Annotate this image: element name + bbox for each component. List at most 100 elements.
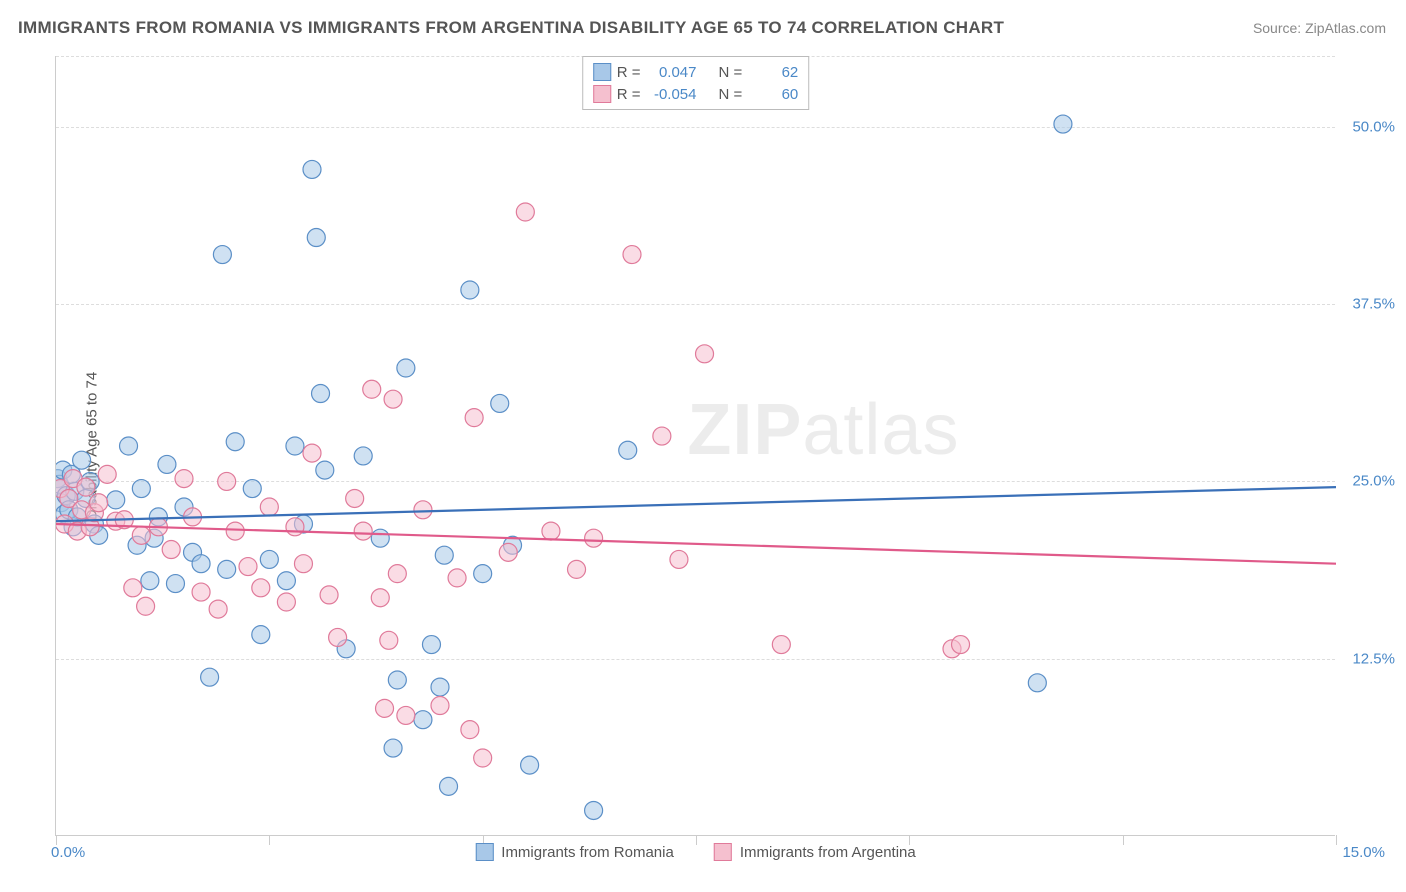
y-tick-label: 37.5%	[1352, 296, 1395, 313]
scatter-point-romania	[435, 546, 453, 564]
scatter-point-romania	[286, 437, 304, 455]
scatter-point-argentina	[653, 427, 671, 445]
scatter-point-romania	[158, 455, 176, 473]
scatter-point-argentina	[192, 583, 210, 601]
legend-label-romania: Immigrants from Romania	[501, 844, 674, 861]
r-label: R =	[617, 64, 641, 81]
swatch-icon	[593, 63, 611, 81]
scatter-point-argentina	[226, 522, 244, 540]
r-value-romania: 0.047	[647, 64, 697, 81]
scatter-point-romania	[260, 550, 278, 568]
scatter-point-argentina	[952, 636, 970, 654]
scatter-point-romania	[201, 668, 219, 686]
scatter-point-romania	[397, 359, 415, 377]
scatter-point-argentina	[98, 465, 116, 483]
n-value-romania: 62	[748, 64, 798, 81]
scatter-point-argentina	[376, 699, 394, 717]
x-axis-min-label: 0.0%	[51, 844, 85, 861]
scatter-point-romania	[431, 678, 449, 696]
scatter-point-argentina	[397, 706, 415, 724]
scatter-point-argentina	[346, 489, 364, 507]
scatter-point-romania	[243, 480, 261, 498]
scatter-point-romania	[1028, 674, 1046, 692]
scatter-point-romania	[192, 555, 210, 573]
legend-label-argentina: Immigrants from Argentina	[740, 844, 916, 861]
swatch-icon	[714, 843, 732, 861]
scatter-point-argentina	[474, 749, 492, 767]
scatter-point-argentina	[137, 597, 155, 615]
scatter-point-argentina	[431, 697, 449, 715]
scatter-point-romania	[474, 565, 492, 583]
scatter-point-argentina	[252, 579, 270, 597]
scatter-point-argentina	[277, 593, 295, 611]
scatter-point-romania	[354, 447, 372, 465]
n-value-argentina: 60	[748, 86, 798, 103]
scatter-point-argentina	[499, 543, 517, 561]
scatter-point-romania	[414, 711, 432, 729]
scatter-point-argentina	[568, 560, 586, 578]
scatter-point-argentina	[371, 589, 389, 607]
scatter-point-argentina	[329, 628, 347, 646]
scatter-point-argentina	[294, 555, 312, 573]
scatter-point-argentina	[175, 470, 193, 488]
scatter-point-romania	[107, 491, 125, 509]
legend-series: Immigrants from Romania Immigrants from …	[475, 843, 915, 861]
scatter-point-argentina	[516, 203, 534, 221]
scatter-point-argentina	[260, 498, 278, 516]
scatter-point-argentina	[542, 522, 560, 540]
scatter-point-romania	[384, 739, 402, 757]
swatch-icon	[593, 85, 611, 103]
scatter-point-romania	[307, 229, 325, 247]
scatter-point-romania	[218, 560, 236, 578]
scatter-point-romania	[1054, 115, 1072, 133]
scatter-point-romania	[312, 385, 330, 403]
x-tick	[269, 835, 270, 845]
y-tick-label: 25.0%	[1352, 473, 1395, 490]
scatter-point-romania	[132, 480, 150, 498]
scatter-point-romania	[166, 575, 184, 593]
scatter-point-argentina	[124, 579, 142, 597]
scatter-svg	[56, 56, 1336, 836]
scatter-point-argentina	[384, 390, 402, 408]
scatter-point-romania	[73, 451, 91, 469]
y-tick-label: 50.0%	[1352, 118, 1395, 135]
scatter-point-argentina	[380, 631, 398, 649]
r-label: R =	[617, 86, 641, 103]
scatter-point-romania	[303, 160, 321, 178]
scatter-point-romania	[226, 433, 244, 451]
y-tick-label: 12.5%	[1352, 650, 1395, 667]
x-tick	[1336, 835, 1337, 845]
x-axis-max-label: 15.0%	[1342, 844, 1385, 861]
legend-stats-row-argentina: R = -0.054 N = 60	[593, 83, 799, 105]
scatter-point-argentina	[388, 565, 406, 583]
legend-stats-box: R = 0.047 N = 62 R = -0.054 N = 60	[582, 56, 810, 110]
legend-item-argentina: Immigrants from Argentina	[714, 843, 916, 861]
scatter-point-argentina	[303, 444, 321, 462]
scatter-point-argentina	[465, 409, 483, 427]
r-value-argentina: -0.054	[647, 86, 697, 103]
scatter-point-argentina	[132, 526, 150, 544]
scatter-point-romania	[422, 636, 440, 654]
scatter-point-romania	[440, 777, 458, 795]
scatter-point-argentina	[461, 721, 479, 739]
scatter-point-romania	[120, 437, 138, 455]
scatter-point-argentina	[90, 494, 108, 512]
scatter-point-romania	[388, 671, 406, 689]
scatter-point-romania	[461, 281, 479, 299]
source-attribution: Source: ZipAtlas.com	[1253, 20, 1386, 36]
scatter-point-argentina	[77, 478, 95, 496]
swatch-icon	[475, 843, 493, 861]
legend-item-romania: Immigrants from Romania	[475, 843, 674, 861]
scatter-point-argentina	[772, 636, 790, 654]
scatter-point-argentina	[696, 345, 714, 363]
n-label: N =	[719, 64, 743, 81]
scatter-point-romania	[141, 572, 159, 590]
scatter-point-argentina	[209, 600, 227, 618]
scatter-point-argentina	[585, 529, 603, 547]
scatter-point-romania	[521, 756, 539, 774]
plot-area: Disability Age 65 to 74 ZIPatlas 12.5%25…	[55, 56, 1335, 836]
scatter-point-romania	[491, 394, 509, 412]
scatter-point-argentina	[363, 380, 381, 398]
scatter-point-romania	[316, 461, 334, 479]
scatter-point-argentina	[354, 522, 372, 540]
